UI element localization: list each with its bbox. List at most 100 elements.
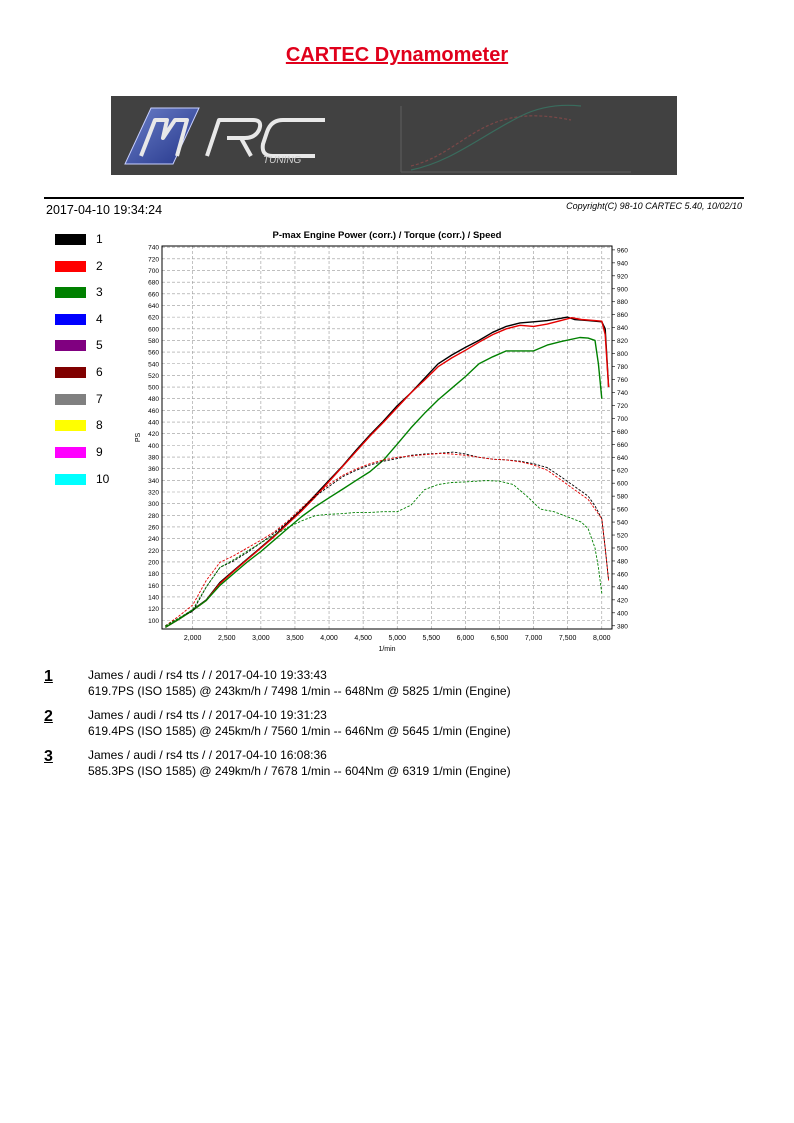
y-tick-label: 740 (148, 245, 159, 252)
result-summary: 585.3PS (ISO 1585) @ 249km/h / 7678 1/mi… (88, 764, 511, 778)
y2-tick-label: 660 (617, 442, 628, 449)
legend-item: 5 (55, 338, 145, 358)
result-summary: 619.4PS (ISO 1585) @ 245km/h / 7560 1/mi… (88, 724, 511, 738)
legend-item: 2 (55, 259, 145, 279)
y-tick-label: 480 (148, 396, 159, 403)
y-tick-label: 640 (148, 303, 159, 310)
y2-tick-label: 900 (617, 286, 628, 293)
result-entry: 3 James / audi / rs4 tts / / 2017-04-10 … (44, 748, 744, 784)
mrc-tuning-banner: TUNING (111, 96, 677, 175)
legend-item: 10 (55, 472, 145, 492)
chart-title: P-max Engine Power (corr.) / Torque (cor… (273, 230, 502, 241)
x-tick-label: 7,000 (525, 635, 543, 642)
y2-tick-label: 400 (617, 610, 628, 617)
y2-tick-label: 700 (617, 416, 628, 423)
legend-swatch (55, 394, 86, 405)
y2-tick-label: 880 (617, 299, 628, 306)
y-tick-label: 340 (148, 478, 159, 485)
legend-item: 7 (55, 392, 145, 412)
y2-tick-label: 560 (617, 507, 628, 514)
banner-subtext: TUNING (263, 155, 302, 166)
legend-label: 1 (96, 232, 103, 246)
y2-tick-label: 620 (617, 468, 628, 475)
y-tick-label: 620 (148, 315, 159, 322)
legend-label: 6 (96, 365, 103, 379)
x-tick-label: 5,000 (388, 635, 406, 642)
x-axis-label: 1/min (378, 646, 395, 653)
series-power-line-run-2 (165, 316, 610, 628)
y-tick-label: 120 (148, 606, 159, 613)
x-tick-label: 3,000 (252, 635, 270, 642)
result-run-info: James / audi / rs4 tts / / 2017-04-10 19… (88, 668, 327, 682)
y2-tick-label: 540 (617, 520, 628, 527)
page-title: CARTEC Dynamometer (285, 44, 509, 66)
y-tick-label: 560 (148, 350, 159, 357)
y2-tick-label: 600 (617, 481, 628, 488)
y2-tick-label: 520 (617, 533, 628, 540)
y2-tick-label: 760 (617, 377, 628, 384)
y-tick-label: 180 (148, 571, 159, 578)
legend-item: 9 (55, 445, 145, 465)
copyright-text: Copyright(C) 98-10 CARTEC 5.40, 10/02/10 (566, 201, 742, 211)
y2-tick-label: 740 (617, 390, 628, 397)
header-rule (44, 197, 744, 199)
result-summary: 619.7PS (ISO 1585) @ 243km/h / 7498 1/mi… (88, 684, 511, 698)
legend-label: 9 (96, 445, 103, 459)
result-number: 1 (44, 668, 53, 685)
legend-swatch (55, 261, 86, 272)
y-tick-label: 700 (148, 268, 159, 275)
series-torque-line-run-2 (165, 452, 610, 627)
x-tick-label: 2,500 (218, 635, 236, 642)
result-number: 2 (44, 708, 53, 725)
y-tick-label: 380 (148, 455, 159, 462)
y-tick-label: 600 (148, 326, 159, 333)
legend-label: 2 (96, 259, 103, 273)
y-tick-label: 660 (148, 291, 159, 298)
legend-swatch (55, 474, 86, 485)
y-tick-label: 280 (148, 513, 159, 520)
x-tick-label: 7,500 (559, 635, 577, 642)
y2-tick-label: 720 (617, 403, 628, 410)
y-tick-label: 540 (148, 361, 159, 368)
legend-swatch (55, 287, 86, 298)
y2-tick-label: 380 (617, 623, 628, 630)
y-tick-label: 680 (148, 280, 159, 287)
x-tick-label: 2,000 (184, 635, 202, 642)
y-tick-label: 100 (148, 618, 159, 625)
y-tick-label: 240 (148, 536, 159, 543)
y2-tick-label: 500 (617, 545, 628, 552)
result-number: 3 (44, 748, 53, 765)
x-tick-label: 3,500 (286, 635, 304, 642)
x-tick-label: 6,000 (457, 635, 475, 642)
y-tick-label: 420 (148, 431, 159, 438)
y2-tick-label: 920 (617, 273, 628, 280)
y2-tick-label: 840 (617, 325, 628, 332)
legend-label: 7 (96, 392, 103, 406)
x-tick-label: 4,000 (320, 635, 338, 642)
y2-tick-label: 580 (617, 494, 628, 501)
y-tick-label: 520 (148, 373, 159, 380)
legend-swatch (55, 420, 86, 431)
legend-label: 3 (96, 285, 103, 299)
y2-tick-label: 860 (617, 312, 628, 319)
x-tick-label: 8,000 (593, 635, 611, 642)
series-torque-line-run-1 (165, 451, 610, 627)
legend-swatch (55, 367, 86, 378)
y2-tick-label: 460 (617, 571, 628, 578)
y2-tick-label: 680 (617, 429, 628, 436)
y2-tick-label: 440 (617, 584, 628, 591)
y-tick-label: 720 (148, 256, 159, 263)
y-tick-label: 580 (148, 338, 159, 345)
y2-tick-label: 960 (617, 247, 628, 254)
y-tick-label: 500 (148, 385, 159, 392)
legend-item: 8 (55, 418, 145, 438)
legend-item: 6 (55, 365, 145, 385)
result-entry: 2 James / audi / rs4 tts / / 2017-04-10 … (44, 708, 744, 744)
series-power-line-run-3 (165, 336, 603, 628)
y2-tick-label: 640 (617, 455, 628, 462)
y2-tick-label: 480 (617, 558, 628, 565)
y-tick-label: 260 (148, 524, 159, 531)
legend-item: 4 (55, 312, 145, 332)
x-tick-label: 5,500 (423, 635, 441, 642)
y2-tick-label: 780 (617, 364, 628, 371)
